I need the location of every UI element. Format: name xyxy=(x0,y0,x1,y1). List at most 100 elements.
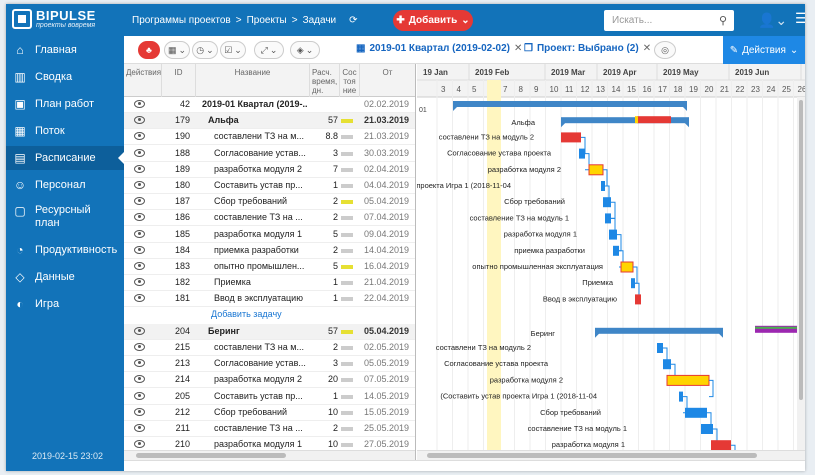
sidebar-item-3[interactable]: ▣ План работ xyxy=(6,92,124,116)
cell-name[interactable]: Согласование устав... xyxy=(214,358,306,369)
eye-icon[interactable] xyxy=(134,197,145,206)
cell-name[interactable]: Сбор требований xyxy=(214,406,288,417)
cell-name[interactable]: приемка разработки xyxy=(214,244,299,255)
table-row[interactable]: 211 составление ТЗ на ... 2 25.05.2019 xyxy=(124,421,415,437)
task-bar[interactable] xyxy=(685,407,707,418)
alpha-late-bar[interactable] xyxy=(637,116,671,124)
period-filter-chip[interactable]: ▦ 2019-01 Квартал (2019-02-02) ✕ xyxy=(356,43,522,54)
alpha-summary-bar[interactable] xyxy=(561,117,689,124)
cell-name[interactable]: Приемка xyxy=(214,277,251,288)
task-bar[interactable] xyxy=(657,343,663,353)
cell-name[interactable]: Альфа xyxy=(208,115,239,126)
close-icon[interactable]: ✕ xyxy=(642,43,652,54)
quarter-summary-bar[interactable] xyxy=(453,101,687,107)
table-row[interactable]: 42 2019-01 Квартал (2019-... 02.02.2019 xyxy=(124,97,415,113)
eye-icon[interactable] xyxy=(134,326,145,335)
project-filter-chip[interactable]: ❐ Проект: Выбрано (2) ✕ xyxy=(524,43,651,54)
sidebar-item-6[interactable]: ☺ Персонал xyxy=(6,173,124,197)
cell-name[interactable]: Ввод в эксплуатацию xyxy=(214,293,303,304)
cell-name[interactable]: составлени ТЗ на м... xyxy=(214,342,304,352)
table-row[interactable]: 182 Приемка 1 21.04.2019 xyxy=(124,275,415,292)
cell-name[interactable]: опытно промышлен... xyxy=(214,261,305,271)
table-row[interactable]: 212 Сбор требований 10 15.05.2019 xyxy=(124,405,415,421)
eye-icon[interactable] xyxy=(134,343,145,351)
cell-name[interactable]: разработка модуля 2 xyxy=(214,163,302,174)
task-bar[interactable] xyxy=(679,391,683,402)
sidebar-item-10[interactable]: ◐ Игра xyxy=(6,292,124,316)
user-icon[interactable]: 👤⌄ xyxy=(758,12,788,28)
actions-button[interactable]: ✎ Действия ⌄ xyxy=(723,36,805,64)
sidebar-item-1[interactable]: ⌂ Главная xyxy=(6,38,124,62)
eye-icon[interactable] xyxy=(134,181,145,189)
sidebar-item-2[interactable]: ▥ Сводка xyxy=(6,65,124,89)
layers-button[interactable]: ◈ ⌄ xyxy=(290,41,320,59)
table-row[interactable]: 181 Ввод в эксплуатацию 1 22.04.2019 xyxy=(124,291,415,308)
bering-summary-bar[interactable] xyxy=(595,327,723,334)
search-icon[interactable]: ⚲ xyxy=(718,15,727,27)
breadcrumb-projects[interactable]: Проекты xyxy=(246,15,287,26)
table-row[interactable]: 214 разработка модуля 2 20 07.05.2019 xyxy=(124,372,415,389)
task-bar[interactable] xyxy=(666,374,710,386)
cell-name[interactable]: разработка модуля 1 xyxy=(214,228,302,239)
table-row[interactable]: 190 составлени ТЗ на м... 8.8 21.03.2019 xyxy=(124,129,415,146)
eye-icon[interactable] xyxy=(134,132,145,141)
close-icon[interactable]: ✕ xyxy=(514,43,523,54)
table-row[interactable]: 189 разработка модуля 2 7 02.04.2019 xyxy=(124,162,415,178)
task-bar[interactable] xyxy=(603,197,611,208)
cell-name[interactable]: 2019-01 Квартал (2019-... xyxy=(202,99,308,109)
eye-icon[interactable] xyxy=(134,391,145,400)
eye-icon[interactable] xyxy=(134,164,145,173)
cell-name[interactable]: разработка модуля 2 xyxy=(214,374,302,385)
task-bar[interactable] xyxy=(605,213,611,224)
clock-filter-button[interactable]: ◷ ⌄ xyxy=(192,41,218,59)
add-task-link[interactable]: Добавить задачу xyxy=(211,308,282,319)
logo[interactable]: BIPULSE проекты вовремя xyxy=(12,8,112,32)
header-id[interactable]: ID xyxy=(162,64,196,97)
eye-icon[interactable] xyxy=(134,100,145,108)
cell-name[interactable]: составлени ТЗ на м... xyxy=(214,131,304,142)
table-row[interactable]: 205 Составить устав пр... 1 14.05.2019 xyxy=(124,389,415,405)
eye-icon[interactable] xyxy=(134,294,145,303)
task-bar[interactable] xyxy=(620,261,634,273)
header-estimate[interactable]: Расч. время, дн. xyxy=(310,64,340,97)
add-button[interactable]: ✚ Добавить ⌄ xyxy=(393,10,473,31)
eye-icon[interactable] xyxy=(134,407,145,416)
task-bar[interactable] xyxy=(701,424,713,434)
task-bar[interactable] xyxy=(579,148,585,159)
header-actions[interactable]: Действия xyxy=(124,64,162,97)
hamburger-icon[interactable]: ☰ xyxy=(795,10,805,26)
header-name[interactable]: Название xyxy=(196,64,310,97)
eye-icon[interactable] xyxy=(134,440,145,449)
eye-icon[interactable] xyxy=(134,116,145,125)
sidebar-item-5[interactable]: ▤ Расписание xyxy=(6,146,124,170)
zoom-button[interactable]: ◎ xyxy=(654,41,676,59)
cell-name[interactable]: Составить устав пр... xyxy=(214,180,303,190)
header-from[interactable]: От xyxy=(360,64,415,97)
table-row[interactable]: 187 Сбор требований 2 05.04.2019 xyxy=(124,194,415,211)
cell-name[interactable]: Сбор требований xyxy=(214,196,288,207)
task-bar[interactable] xyxy=(663,359,671,370)
table-row[interactable]: 186 составление ТЗ на ... 2 07.04.2019 xyxy=(124,210,415,227)
grid-horizontal-scrollbar[interactable] xyxy=(124,450,415,460)
header-status[interactable]: Состояние xyxy=(340,64,360,97)
task-bar[interactable] xyxy=(561,132,581,143)
eye-icon[interactable] xyxy=(134,245,145,254)
search-input[interactable]: Искать... ⚲ xyxy=(604,10,734,31)
eye-icon[interactable] xyxy=(134,262,145,270)
task-bar[interactable] xyxy=(711,440,731,451)
table-row[interactable]: 188 Согласование устав... 3 30.03.2019 xyxy=(124,146,415,162)
sidebar-item-7[interactable]: ▢ Ресурсный план xyxy=(6,200,124,234)
eye-icon[interactable] xyxy=(134,278,145,287)
eye-icon[interactable] xyxy=(134,375,145,384)
table-row[interactable]: 180 Составить устав пр... 1 04.04.2019 xyxy=(124,178,415,194)
eye-icon[interactable] xyxy=(134,213,145,222)
cell-name[interactable]: Составить устав пр... xyxy=(214,390,303,401)
table-row[interactable]: 204 Беринг 57 05.04.2019 xyxy=(124,323,415,340)
sidebar-item-9[interactable]: ◇ Данные xyxy=(6,265,124,289)
table-row[interactable]: 215 составлени ТЗ на м... 2 02.05.2019 xyxy=(124,340,415,356)
sidebar-item-8[interactable]: ◔ Продуктивность xyxy=(6,238,124,262)
cell-name[interactable]: составление ТЗ на ... xyxy=(214,423,303,433)
group-view-button[interactable]: ♣ xyxy=(138,41,160,59)
task-bar[interactable] xyxy=(635,294,641,305)
expand-button[interactable]: ⤢ ⌄ xyxy=(254,41,284,59)
